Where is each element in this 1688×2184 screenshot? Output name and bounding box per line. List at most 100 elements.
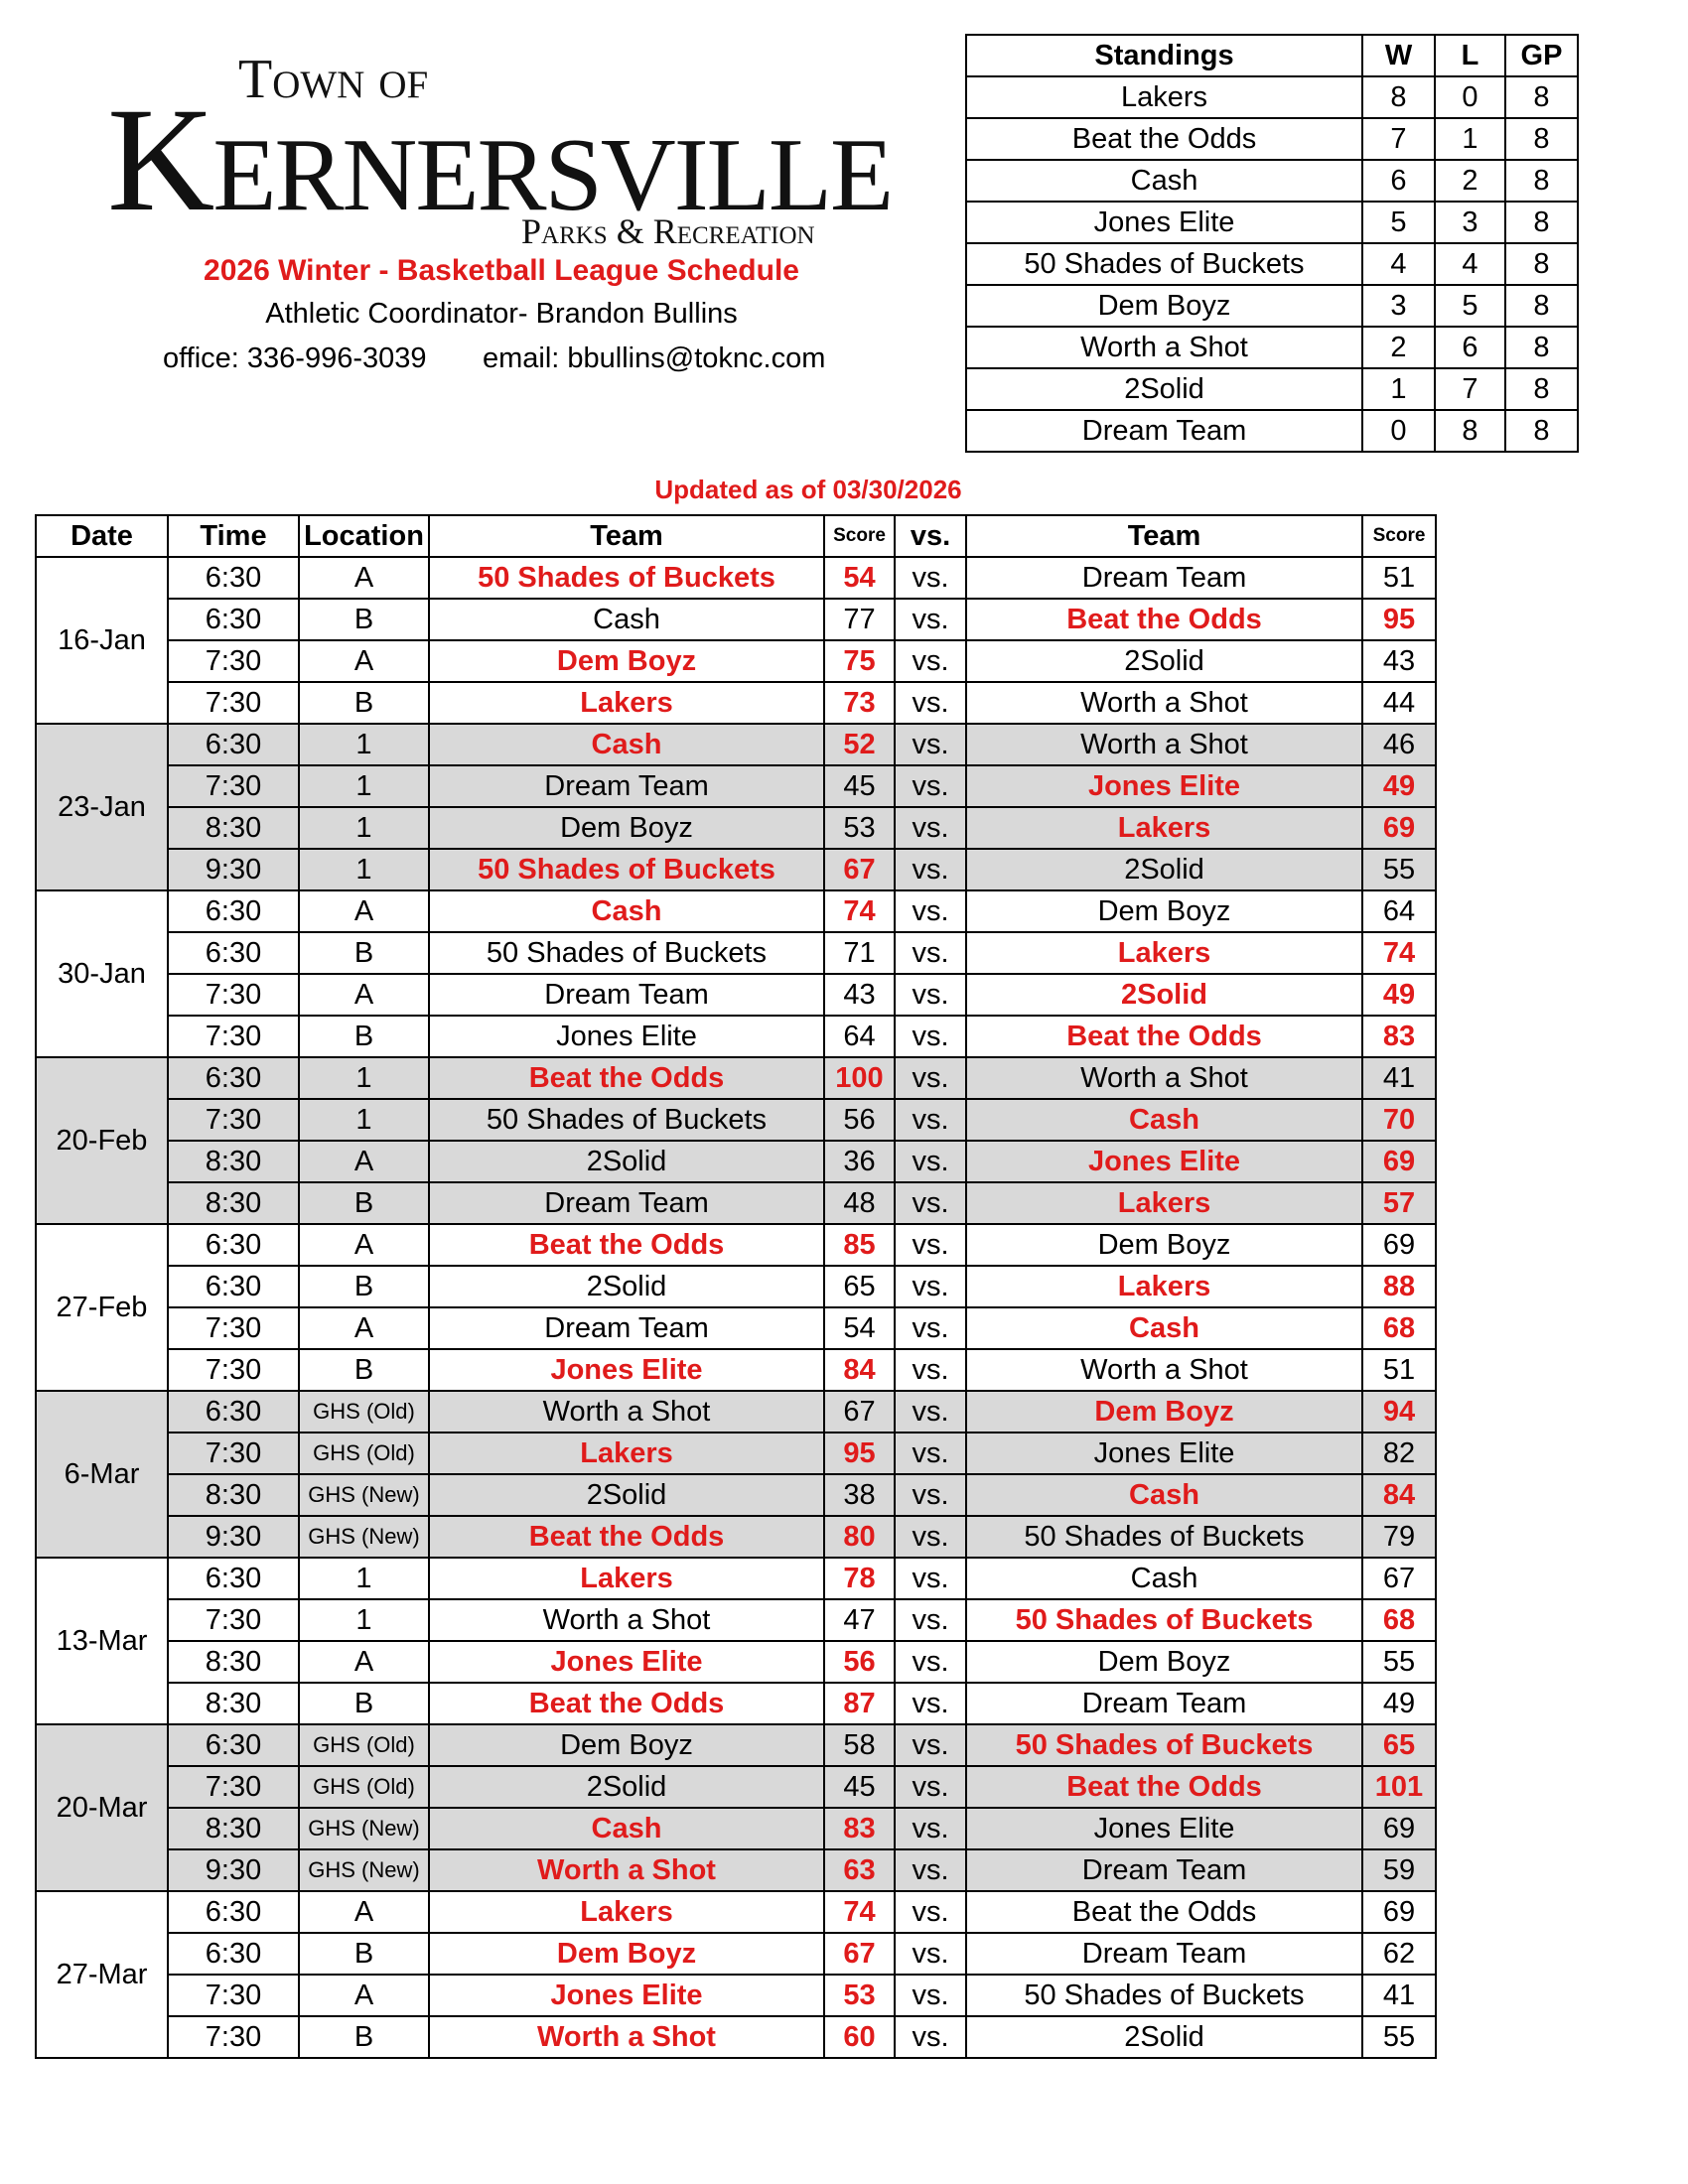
time: 9:30 [167,848,300,891]
score: 59 [1361,1848,1437,1892]
time: 7:30 [167,1306,300,1350]
score: 73 [823,681,896,725]
team: Dem Boyz [965,1390,1363,1433]
team: Cash [965,1557,1363,1600]
game-row: 9:30 GHS (New) Beat the Odds 80 vs. 50 Shades… [36,1515,1437,1559]
score: 46 [1361,723,1437,766]
location: 1 [298,1557,430,1600]
score: 41 [1361,1974,1437,2017]
vs: vs. [894,889,967,933]
vs: vs. [894,1140,967,1183]
team: Beat the Odds [428,1682,825,1725]
score: 54 [823,1306,896,1350]
vs: vs. [894,1265,967,1308]
score: 75 [823,639,896,683]
team: Beat the Odds [428,1223,825,1267]
score: 49 [1361,1682,1437,1725]
team: Dem Boyz [428,1932,825,1976]
game-row: 27-Mar 6:30 A Lakers 74 vs. Beat the Odds 69 [35,1890,1437,2059]
team: Lakers [428,1557,825,1600]
score: 55 [1361,2015,1437,2059]
vs: vs. [894,931,967,975]
score: 56 [823,1640,896,1684]
game-row: 6:30 B 2Solid 65 vs. Lakers 88 [36,1265,1437,1308]
game-row: 20-Mar 6:30 GHS (Old) Dem Boyz 58 vs. 50 Shade… [35,1723,1437,1892]
game-row: 16-Jan 6:30 A 50 Shades of Buckets 54 vs. Drea… [35,556,1437,725]
team: 50 Shades of Buckets [965,1723,1363,1767]
time: 7:30 [167,2015,300,2059]
team: 2Solid [965,848,1363,891]
team: 50 Shades of Buckets [428,1098,825,1142]
time: 7:30 [167,1015,300,1058]
game-row: 9:30 1 50 Shades of Buckets 67 vs. 2Solid 55 [36,848,1437,891]
game-row: 7:30 GHS (Old) 2Solid 45 vs. Beat the Odds 101 [36,1765,1437,1809]
date: 6-Mar [35,1390,169,1559]
team: 50 Shades of Buckets [965,1598,1363,1642]
time: 7:30 [167,1432,300,1475]
time: 6:30 [167,1390,300,1433]
score: 83 [1361,1015,1437,1058]
score: 54 [823,556,896,600]
team: Lakers [965,931,1363,975]
team: Beat the Odds [428,1056,825,1100]
game-row: 8:30 A 2Solid 36 vs. Jones Elite 69 [36,1140,1437,1183]
game-row: 9:30 GHS (New) Worth a Shot 63 vs. Dream Team… [36,1848,1437,1892]
standings-number: 8 [1504,326,1579,369]
time: 7:30 [167,1098,300,1142]
time: 6:30 [167,889,300,933]
team: 50 Shades of Buckets [965,1515,1363,1559]
score: 95 [823,1432,896,1475]
team: 2Solid [428,1140,825,1183]
date: 30-Jan [35,889,169,1058]
standings-number: 8 [1504,242,1579,286]
standings-number: 5 [1361,201,1436,244]
schedule-header: Team [428,514,825,558]
vs: vs. [894,764,967,808]
location: B [298,1348,430,1392]
location: B [298,1682,430,1725]
time: 6:30 [167,931,300,975]
time: 6:30 [167,1056,300,1100]
team: Dem Boyz [965,889,1363,933]
score: 51 [1361,1348,1437,1392]
time: 6:30 [167,556,300,600]
score: 77 [823,598,896,641]
game-row: 8:30 1 Dem Boyz 53 vs. Lakers 69 [36,806,1437,850]
score: 69 [1361,1140,1437,1183]
game-row: 20-Feb 6:30 1 Beat the Odds 100 vs. Worth a Sh… [35,1056,1437,1225]
location: GHS (Old) [298,1765,430,1809]
score: 67 [823,1390,896,1433]
team: Lakers [965,1181,1363,1225]
location: 1 [298,764,430,808]
score: 84 [1361,1473,1437,1517]
score: 69 [1361,806,1437,850]
score: 84 [823,1348,896,1392]
vs: vs. [894,598,967,641]
time: 8:30 [167,1682,300,1725]
team: Cash [965,1098,1363,1142]
game-row: 6-Mar 6:30 GHS (Old) Worth a Shot 67 vs. Dem B… [35,1390,1437,1559]
location: GHS (Old) [298,1723,430,1767]
date: 16-Jan [35,556,169,725]
vs: vs. [894,1890,967,1934]
location: GHS (Old) [298,1432,430,1475]
standings-header: W [1361,34,1436,77]
date: 20-Feb [35,1056,169,1225]
standings-number: 7 [1361,117,1436,161]
team: 2Solid [428,1765,825,1809]
team: Beat the Odds [965,1015,1363,1058]
time: 7:30 [167,973,300,1017]
standings-row: 50 Shades of Buckets 4 4 8 [965,242,1579,286]
vs: vs. [894,1015,967,1058]
score: 58 [823,1723,896,1767]
score: 74 [823,1890,896,1934]
score: 100 [823,1056,896,1100]
standings-number: 4 [1361,242,1436,286]
standings-number: 2 [1434,159,1506,203]
standings-header: GP [1504,34,1579,77]
location: B [298,931,430,975]
score: 69 [1361,1807,1437,1850]
team: Cash [965,1306,1363,1350]
score: 43 [823,973,896,1017]
team: Dream Team [428,973,825,1017]
